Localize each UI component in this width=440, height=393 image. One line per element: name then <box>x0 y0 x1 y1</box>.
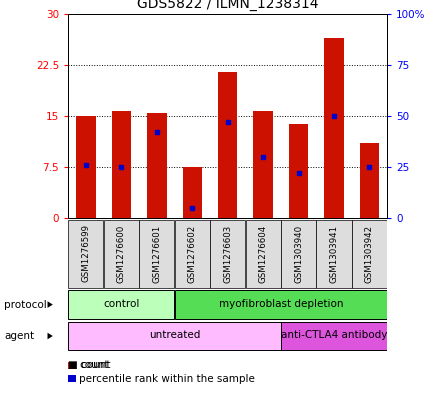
Text: GSM1303942: GSM1303942 <box>365 224 374 283</box>
Bar <box>175 290 387 319</box>
Text: protocol: protocol <box>4 299 47 310</box>
Bar <box>104 220 139 288</box>
Bar <box>68 290 174 319</box>
Bar <box>316 220 352 288</box>
Bar <box>324 38 344 218</box>
Bar <box>112 111 131 218</box>
Bar <box>210 220 245 288</box>
Bar <box>76 116 95 218</box>
Text: GSM1276601: GSM1276601 <box>152 224 161 283</box>
Bar <box>281 220 316 288</box>
Bar <box>352 220 387 288</box>
Text: percentile rank within the sample: percentile rank within the sample <box>79 374 255 384</box>
Title: GDS5822 / ILMN_1238314: GDS5822 / ILMN_1238314 <box>137 0 319 11</box>
Text: GSM1276603: GSM1276603 <box>223 224 232 283</box>
Text: ■ count: ■ count <box>68 360 111 371</box>
Text: GSM1276600: GSM1276600 <box>117 224 126 283</box>
Text: GSM1303940: GSM1303940 <box>294 224 303 283</box>
Text: count: count <box>79 360 109 371</box>
Text: untreated: untreated <box>149 331 200 340</box>
Text: agent: agent <box>4 331 34 341</box>
Text: GSM1303941: GSM1303941 <box>330 224 338 283</box>
Bar <box>253 111 273 218</box>
Bar <box>183 167 202 218</box>
Bar <box>360 143 379 218</box>
Bar <box>218 72 238 218</box>
Text: myofibroblast depletion: myofibroblast depletion <box>219 299 343 309</box>
Text: GSM1276599: GSM1276599 <box>81 224 91 283</box>
Bar <box>175 220 210 288</box>
Bar <box>139 220 174 288</box>
Bar <box>147 112 167 218</box>
Text: GSM1276602: GSM1276602 <box>188 224 197 283</box>
Bar <box>281 322 387 350</box>
Bar <box>289 124 308 218</box>
Text: anti-CTLA4 antibody: anti-CTLA4 antibody <box>281 331 387 340</box>
Bar <box>246 220 281 288</box>
Bar <box>68 322 281 350</box>
Text: control: control <box>103 299 139 309</box>
Bar <box>68 220 103 288</box>
Text: GSM1276604: GSM1276604 <box>259 224 268 283</box>
